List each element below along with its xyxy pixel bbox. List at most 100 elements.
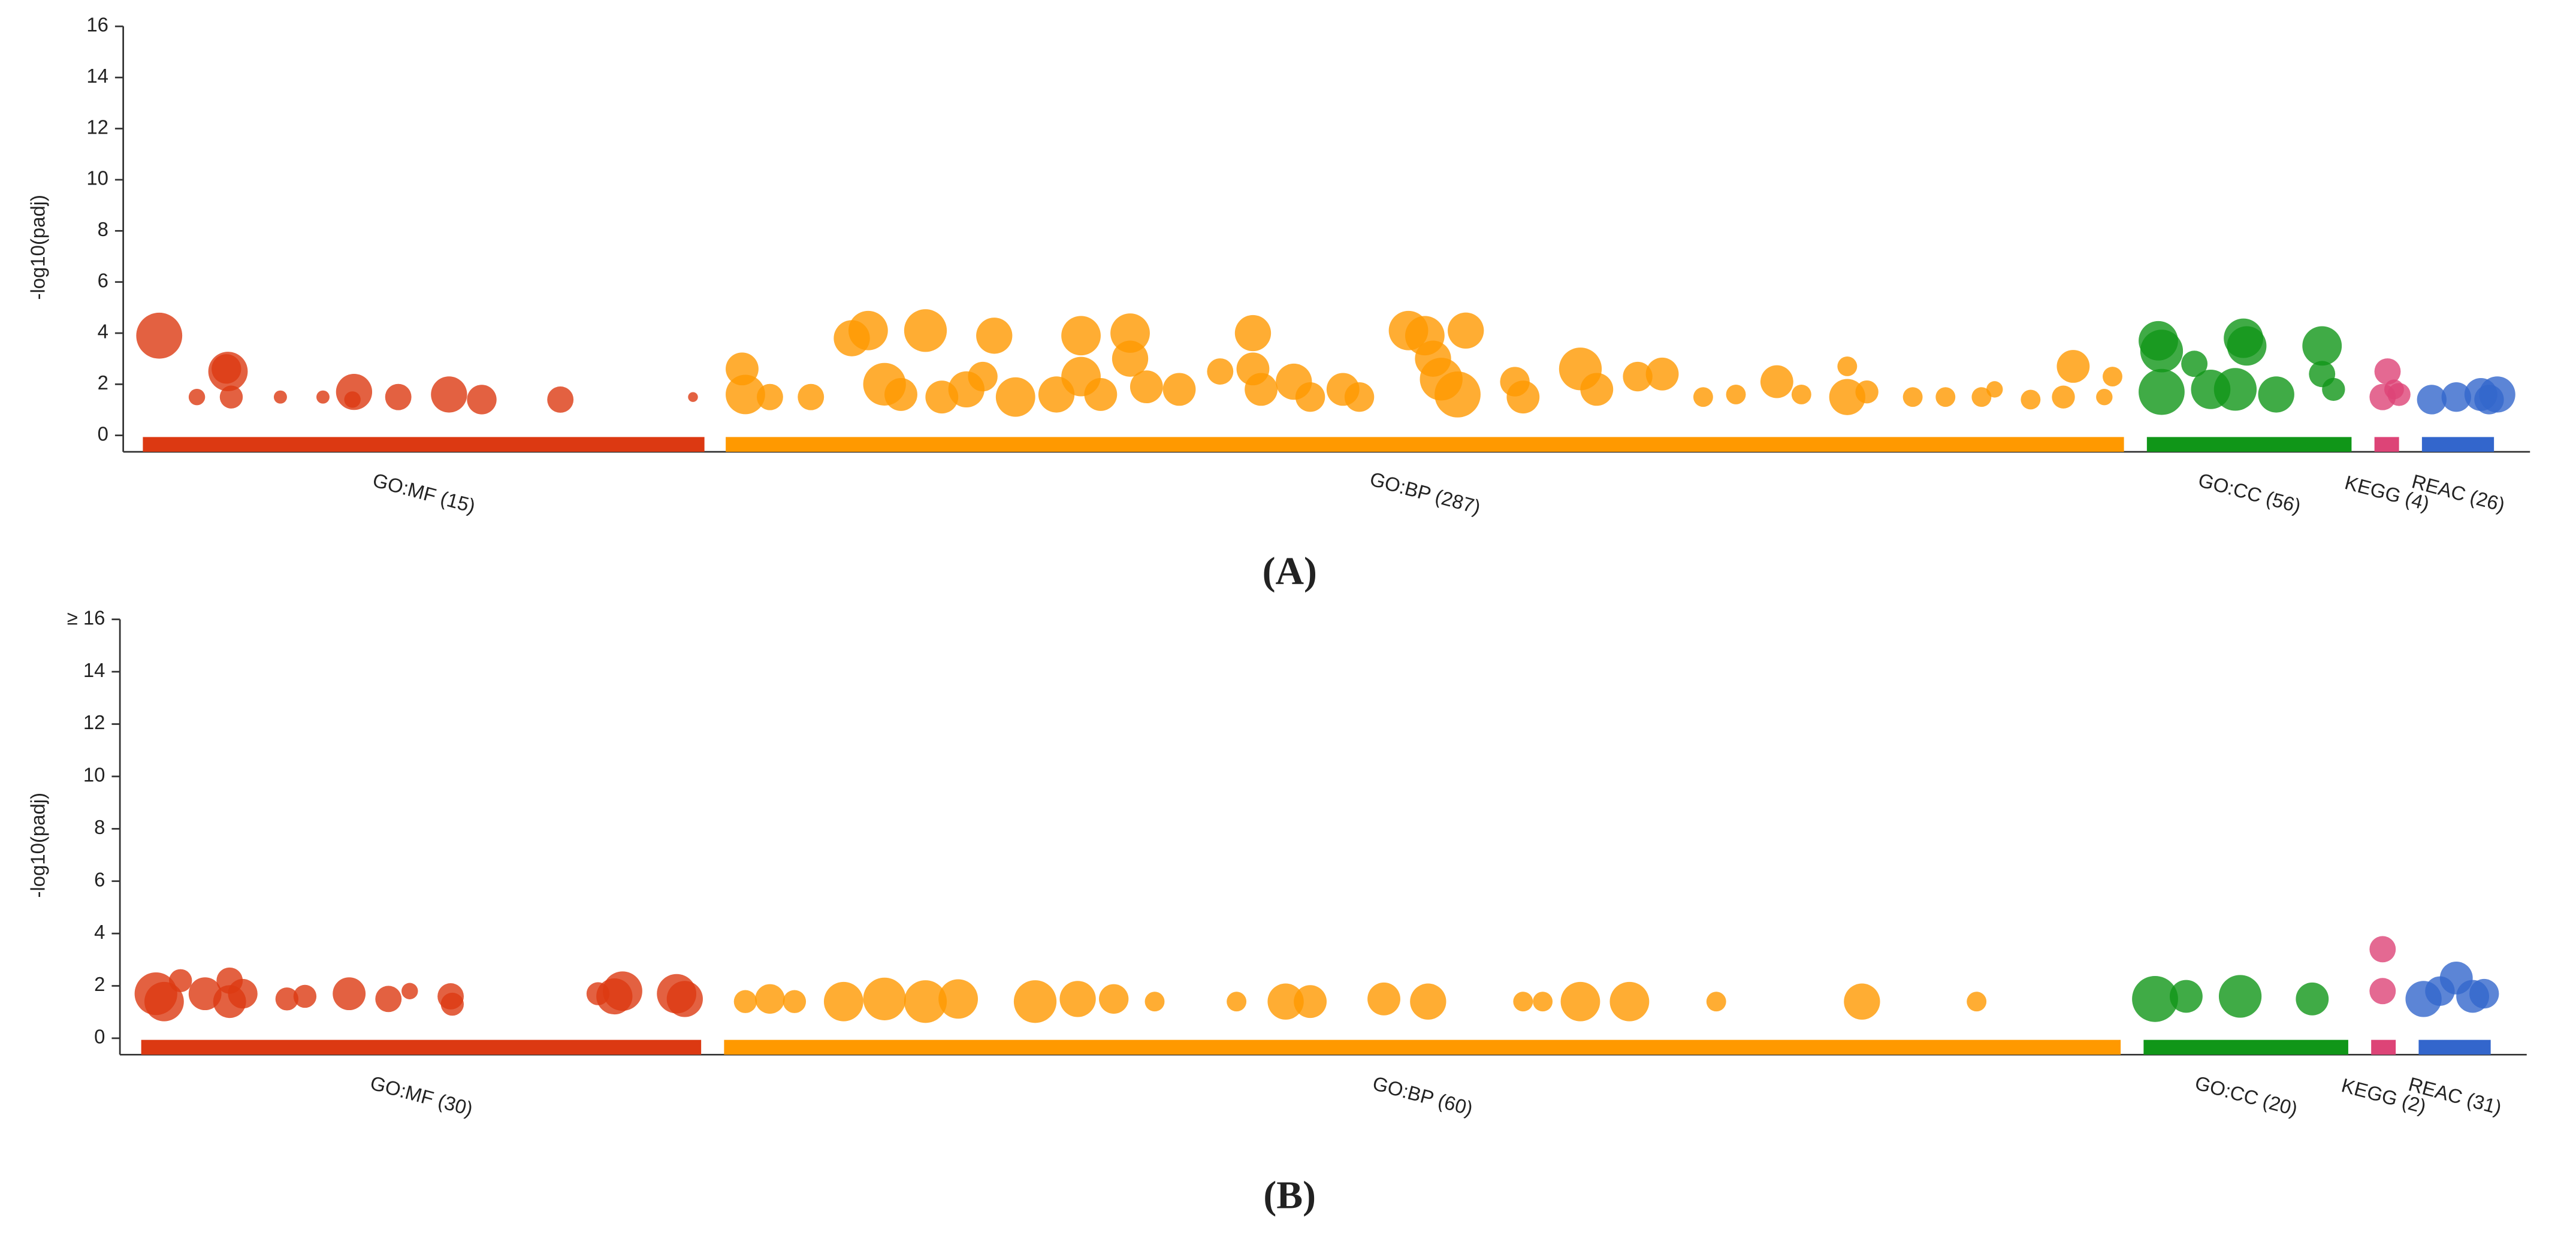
term-point [2169,980,2203,1013]
term-point [431,376,467,413]
source-bar [726,437,2124,452]
term-point [275,987,299,1011]
term-point [1344,382,1375,412]
term-point [1623,361,1653,392]
source-bar [2374,437,2399,452]
term-point [2103,367,2122,387]
panel-label: (A) [1263,549,1317,593]
y-axis-title: -log10(padj) [26,793,49,898]
y-tick-label: 0 [98,422,108,445]
y-axis-title: -log10(padj) [26,195,49,300]
term-point [1162,373,1196,406]
term-point [688,392,698,402]
term-point [2213,368,2257,411]
term-point [1902,387,1923,407]
y-tick-label: 6 [98,269,108,291]
y-tick-label: 12 [83,711,105,733]
term-point [169,969,192,992]
term-point [726,374,765,415]
term-point [547,386,574,413]
term-point [1061,316,1101,356]
panel-label: (B) [1263,1174,1316,1217]
term-point [2227,326,2267,366]
term-point [273,390,287,404]
term-point [1367,982,1400,1016]
source-bar [724,1039,2121,1055]
term-point [2181,350,2208,377]
term-point [2417,385,2447,415]
term-point [316,390,330,404]
term-point [2052,385,2075,409]
term-point [2218,975,2262,1018]
term-point [440,992,464,1016]
y-tick-label: 2 [94,973,105,995]
term-point [733,990,757,1013]
source-label: GO:MF (30) [368,1071,475,1120]
term-point [904,980,947,1023]
term-point [884,378,917,411]
term-point [1971,387,1992,407]
term-point [783,990,807,1013]
y-tick-label: 10 [83,764,105,786]
term-point [2374,358,2401,385]
term-point [1967,992,1987,1012]
term-point [2322,377,2345,401]
term-point [1410,983,1446,1020]
y-tick-label: 16 [86,14,108,36]
source-bar [2421,437,2495,452]
chart: 0 2 4 6 8 10 12 14 ≥ 16 -log10(padj) GO:MF (30) GO:… [26,606,2527,1217]
term-point [938,979,979,1019]
term-point [1855,380,1879,404]
term-point [1059,981,1096,1017]
term-point [144,981,184,1022]
source-bar [141,1039,702,1055]
term-point [1227,992,1247,1012]
term-point [333,977,366,1011]
term-point [1112,340,1149,377]
y-tick-label: 10 [86,167,108,189]
term-point [1560,981,1600,1022]
term-point [2469,978,2499,1009]
term-point [1506,380,1540,414]
source-bar [2146,437,2352,452]
term-point [1110,313,1150,353]
term-point [848,310,888,350]
term-point [1609,981,1650,1022]
chart: 0 2 4 6 8 10 12 14 16 -log10(padj) GO:MF (15) GO:BP… [26,14,2530,593]
term-point [2258,376,2294,413]
term-point [995,377,1035,417]
term-point [2132,975,2178,1022]
term-point [467,385,497,415]
source-label: GO:BP (60) [1370,1072,1475,1120]
term-point [2302,326,2342,366]
y-tick-label: 0 [94,1026,105,1048]
term-point [1935,387,1956,407]
y-tick-label: 8 [98,218,108,240]
source-label: GO:BP (287) [1367,467,1483,518]
term-point [1234,315,1272,352]
term-point [1295,382,1325,412]
term-point [755,984,785,1014]
term-point [1099,984,1129,1014]
term-point [1013,980,1057,1023]
term-point [228,978,258,1009]
term-point [756,383,783,410]
term-point [2369,936,2396,963]
term-point [1645,357,1679,391]
term-point [2056,350,2090,383]
term-point [1706,992,1726,1012]
term-point [2021,389,2041,410]
term-point [1986,381,2003,398]
term-point [798,383,825,410]
y-tick-label: 6 [94,868,105,890]
y-tick-label: 14 [83,659,105,681]
term-point [212,354,241,384]
y-tick-label: 14 [86,65,108,87]
source-bar [2371,1039,2396,1055]
term-point [666,981,703,1017]
term-point [2096,388,2113,406]
term-point [1130,370,1163,404]
y-tick-label: 4 [98,321,108,343]
